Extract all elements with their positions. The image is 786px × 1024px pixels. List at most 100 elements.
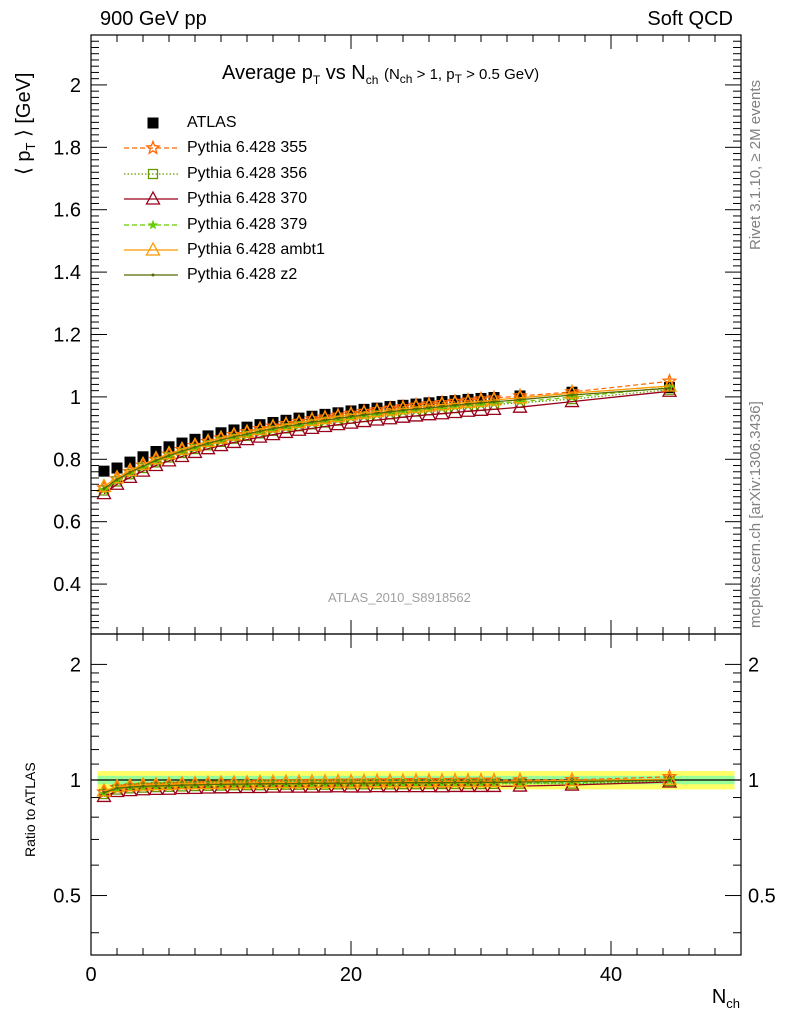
main-series-0 [98, 382, 675, 477]
ratio-series-4 [96, 770, 678, 797]
main-point-5-30 [486, 391, 502, 406]
ratio-point-5-26 [440, 781, 444, 785]
main-series-6 [102, 386, 671, 491]
ratio-point-5-5 [167, 784, 171, 788]
ratio-y-tick-label-0.5: 0.5 [53, 886, 81, 908]
legend-swatch [147, 117, 159, 129]
ratio-point-4-3 [135, 776, 151, 791]
ratio-point-2-27 [447, 778, 463, 793]
ratio-point-5-4 [154, 784, 158, 788]
ratio-point-4-19 [343, 773, 359, 788]
main-y-tick-label-0.8: 0.8 [53, 449, 81, 471]
ratio-point-5-16 [310, 781, 314, 785]
main-point-6-28 [466, 402, 470, 406]
main-point-0-27 [449, 395, 461, 407]
ratio-point-5-24 [414, 781, 418, 785]
main-point-3-33 [661, 382, 678, 397]
main-point-6-3 [141, 464, 145, 468]
ratio-point-5-17 [323, 781, 327, 785]
ratio-point-4-23 [395, 773, 411, 788]
main-point-3-9 [213, 437, 229, 452]
main-point-5-22 [382, 401, 398, 416]
legend-marker [145, 140, 161, 156]
main-point-3-6 [174, 448, 190, 463]
ratio-point-2-24 [408, 778, 424, 793]
ratio-point-2-6 [174, 780, 190, 795]
main-line-5 [103, 385, 670, 487]
main-point-0-25 [423, 397, 435, 409]
main-point-3-17 [317, 418, 333, 433]
ratio-point-5-33 [668, 778, 671, 782]
main-point-0-28 [462, 393, 474, 405]
header-left: 900 GeV pp [100, 8, 207, 30]
main-point-5-19 [343, 406, 359, 421]
ratio-point-5-18 [336, 781, 340, 785]
ratio-point-4-17 [317, 773, 333, 788]
ratio-point-4-16 [304, 773, 320, 788]
main-point-3-15 [291, 421, 307, 436]
x-tick-label-0: 0 [85, 964, 96, 986]
main-point-3-19 [343, 414, 359, 429]
ratio-point-5-13 [271, 782, 275, 786]
main-point-6-10 [232, 435, 236, 439]
main-point-6-6 [180, 449, 184, 453]
main-point-6-24 [414, 407, 418, 411]
ratio-point-5-9 [219, 782, 223, 786]
main-y-tick-label-1.6: 1.6 [53, 200, 81, 222]
main-point-5-33 [661, 377, 678, 392]
main-point-3-28 [460, 402, 476, 417]
ratio-point-5-21 [375, 781, 379, 785]
main-point-6-16 [310, 420, 314, 424]
ratio-y-tick-label-right-2: 2 [748, 654, 759, 676]
ratio-point-4-33 [661, 770, 678, 785]
ratio-point-5-28 [466, 780, 470, 784]
main-point-0-14 [280, 414, 292, 426]
ratio-point-5-23 [401, 781, 405, 785]
main-point-6-5 [167, 454, 171, 458]
ratio-point-2-5 [161, 780, 177, 795]
ratio-point-5-30 [492, 780, 496, 784]
ratio-point-4-32 [564, 772, 580, 787]
main-point-3-14 [278, 424, 294, 439]
main-point-0-12 [254, 419, 266, 431]
ratio-point-5-7 [193, 783, 197, 787]
main-y-tick-label-1.2: 1.2 [53, 325, 81, 347]
ratio-point-4-20 [356, 773, 372, 788]
main-point-5-5 [161, 445, 177, 460]
legend-swatch [124, 273, 178, 277]
main-point-5-1 [109, 469, 125, 484]
ratio-line-1 [103, 780, 670, 795]
main-y-tick-label-0.4: 0.4 [53, 574, 81, 596]
main-point-0-21 [371, 402, 383, 414]
main-point-6-27 [453, 403, 457, 407]
main-point-5-31 [512, 389, 528, 404]
main-point-5-11 [239, 423, 255, 438]
main-series-5 [96, 377, 678, 493]
ratio-point-5-32 [570, 779, 574, 783]
ratio-point-2-21 [369, 778, 385, 793]
legend-marker [147, 117, 159, 129]
ratio-y-tick-label-right-0.5: 0.5 [748, 886, 776, 908]
ratio-point-5-2 [128, 785, 132, 789]
main-point-5-2 [122, 462, 138, 477]
ratio-point-5-12 [258, 782, 262, 786]
ratio-point-5-29 [479, 780, 483, 784]
ratio-frame [90, 633, 742, 956]
main-point-6-17 [323, 418, 327, 422]
main-point-5-12 [252, 420, 268, 435]
ratio-point-4-29 [473, 773, 489, 788]
main-point-5-25 [421, 397, 437, 412]
main-point-0-23 [397, 399, 409, 411]
ratio-point-4-1 [109, 778, 125, 793]
main-point-5-16 [304, 411, 320, 426]
main-point-6-9 [219, 438, 223, 442]
main-point-5-13 [265, 418, 281, 433]
ratio-point-2-22 [382, 778, 398, 793]
main-point-6-26 [440, 405, 444, 409]
ratio-point-2-3 [135, 781, 151, 796]
legend-swatch [124, 140, 178, 156]
legend-marker [145, 190, 161, 205]
x-tick-label-40: 40 [600, 964, 622, 986]
main-point-3-27 [447, 404, 463, 419]
